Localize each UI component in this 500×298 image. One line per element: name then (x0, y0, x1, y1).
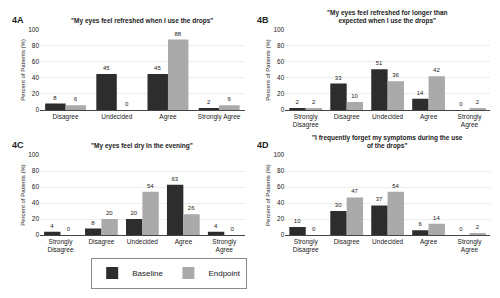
svg-text:47: 47 (351, 188, 358, 194)
svg-text:Agree: Agree (420, 113, 438, 121)
svg-text:10: 10 (294, 218, 301, 224)
svg-text:10: 10 (351, 93, 358, 99)
svg-text:54: 54 (147, 183, 154, 189)
svg-text:36: 36 (392, 72, 399, 78)
svg-text:2: 2 (312, 99, 316, 105)
svg-text:20: 20 (277, 90, 285, 97)
svg-text:4: 4 (50, 223, 54, 229)
svg-text:"I frequently forget my sympto: "I frequently forget my symptoms during … (312, 134, 463, 150)
svg-text:Agree: Agree (420, 238, 438, 246)
svg-text:37: 37 (376, 196, 383, 202)
svg-text:45: 45 (103, 65, 110, 71)
svg-text:"My eyes feel refreshed for lo: "My eyes feel refreshed for longer thane… (327, 9, 448, 25)
svg-text:60: 60 (277, 58, 285, 65)
svg-text:StronglyAgree: StronglyAgree (458, 238, 483, 254)
svg-text:80: 80 (32, 167, 40, 174)
svg-text:StronglyDisagree: StronglyDisagree (47, 238, 73, 254)
svg-text:6: 6 (74, 96, 78, 102)
svg-text:Percent of Patients (%): Percent of Patients (%) (20, 164, 26, 226)
svg-text:"My eyes feel dry In the eveni: "My eyes feel dry In the evening" (91, 142, 193, 150)
svg-text:20: 20 (131, 210, 138, 216)
svg-text:StronglyDisagree: StronglyDisagree (293, 238, 319, 254)
svg-text:Disagree: Disagree (53, 113, 79, 121)
svg-text:40: 40 (277, 74, 285, 81)
svg-text:0: 0 (35, 231, 39, 238)
svg-text:30: 30 (335, 202, 342, 208)
svg-text:63: 63 (171, 176, 178, 182)
svg-text:Strongly Agree: Strongly Agree (198, 113, 241, 121)
svg-text:51: 51 (376, 60, 383, 66)
svg-text:100: 100 (28, 151, 39, 158)
svg-text:4: 4 (214, 223, 218, 229)
svg-text:StronglyDisagree: StronglyDisagree (293, 113, 319, 129)
svg-text:0: 0 (459, 226, 463, 232)
svg-text:54: 54 (392, 183, 399, 189)
svg-text:4B: 4B (257, 15, 269, 25)
svg-text:0: 0 (230, 226, 234, 232)
svg-text:33: 33 (335, 75, 342, 81)
svg-text:0: 0 (312, 226, 316, 232)
svg-text:Agree: Agree (159, 113, 177, 121)
svg-text:2: 2 (476, 99, 480, 105)
svg-text:Disagree: Disagree (88, 238, 114, 246)
svg-text:4A: 4A (12, 15, 24, 25)
svg-text:14: 14 (417, 90, 424, 96)
svg-text:2: 2 (207, 99, 211, 105)
svg-text:StronglyAgree: StronglyAgree (458, 113, 483, 129)
svg-text:Undecided: Undecided (101, 113, 132, 120)
svg-text:42: 42 (433, 67, 440, 73)
svg-text:Undecided: Undecided (372, 238, 403, 245)
svg-text:40: 40 (277, 199, 285, 206)
svg-text:80: 80 (277, 167, 285, 174)
svg-text:6: 6 (418, 221, 422, 227)
svg-text:Percent of Patients (%): Percent of Patients (%) (265, 39, 271, 101)
svg-text:88: 88 (175, 31, 182, 37)
svg-text:0: 0 (125, 101, 129, 107)
svg-text:Endpoint: Endpoint (208, 269, 240, 278)
svg-text:4C: 4C (12, 140, 24, 150)
svg-text:45: 45 (154, 65, 161, 71)
svg-text:20: 20 (106, 210, 113, 216)
svg-text:Percent of Patients (%): Percent of Patients (%) (265, 164, 271, 226)
svg-text:60: 60 (32, 183, 40, 190)
svg-text:6: 6 (227, 96, 231, 102)
svg-text:100: 100 (273, 151, 284, 158)
svg-text:20: 20 (32, 90, 40, 97)
svg-text:14: 14 (433, 215, 440, 221)
svg-text:0: 0 (281, 231, 285, 238)
svg-text:20: 20 (32, 215, 40, 222)
svg-text:80: 80 (32, 42, 40, 49)
svg-text:Baseline: Baseline (132, 269, 163, 278)
svg-text:Percent of Patients (%): Percent of Patients (%) (20, 39, 26, 101)
svg-text:100: 100 (28, 26, 39, 33)
svg-text:0: 0 (459, 101, 463, 107)
svg-text:80: 80 (277, 42, 285, 49)
svg-text:20: 20 (277, 215, 285, 222)
svg-text:Disagree: Disagree (334, 113, 360, 121)
svg-text:40: 40 (32, 199, 40, 206)
svg-text:0: 0 (67, 226, 71, 232)
svg-text:8: 8 (91, 220, 95, 226)
svg-text:4D: 4D (257, 140, 269, 150)
svg-text:26: 26 (188, 205, 195, 211)
svg-text:"My eyes feel refreshed when I: "My eyes feel refreshed when I use the d… (71, 17, 213, 25)
svg-text:Undecided: Undecided (372, 113, 403, 120)
svg-text:Disagree: Disagree (334, 238, 360, 246)
svg-text:Agree: Agree (175, 238, 193, 246)
svg-text:Undecided: Undecided (127, 238, 158, 245)
svg-text:8: 8 (53, 95, 57, 101)
svg-text:40: 40 (32, 74, 40, 81)
svg-text:100: 100 (273, 26, 284, 33)
svg-text:0: 0 (281, 106, 285, 113)
svg-text:0: 0 (35, 106, 39, 113)
svg-text:2: 2 (296, 99, 300, 105)
svg-text:StronglyAgree: StronglyAgree (212, 238, 237, 254)
svg-text:2: 2 (476, 224, 480, 230)
svg-text:60: 60 (277, 183, 285, 190)
svg-text:60: 60 (32, 58, 40, 65)
